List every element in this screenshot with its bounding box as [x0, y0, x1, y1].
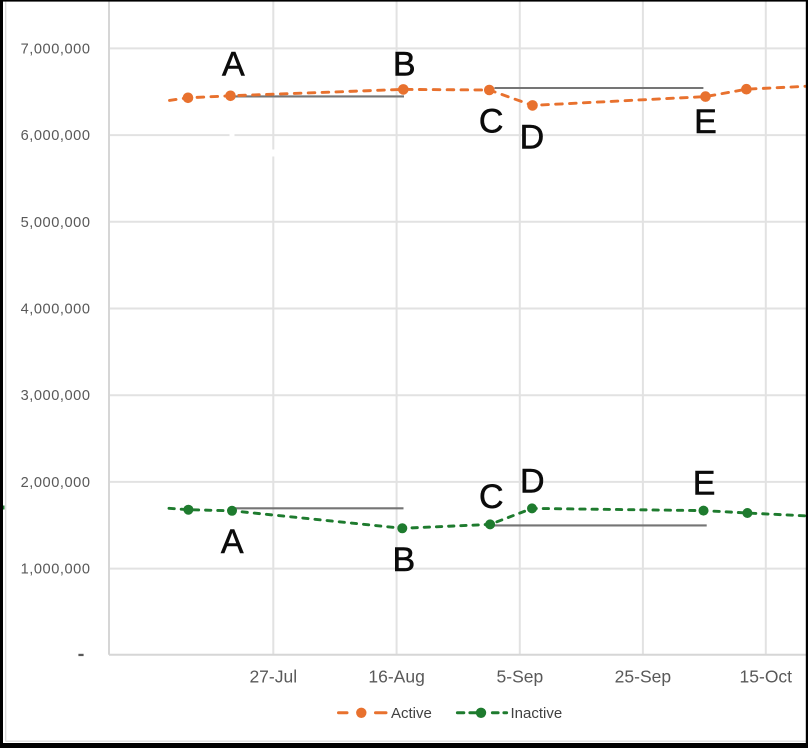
svg-text:16-Aug: 16-Aug: [368, 667, 424, 687]
svg-text:4,000,000: 4,000,000: [21, 302, 91, 318]
svg-text:15-Oct: 15-Oct: [740, 667, 793, 687]
svg-text:2,000,000: 2,000,000: [21, 475, 91, 491]
svg-text:25-Sep: 25-Sep: [615, 667, 671, 687]
svg-text:D: D: [520, 118, 545, 156]
svg-text:D: D: [520, 462, 545, 500]
svg-text:5-Sep: 5-Sep: [497, 667, 544, 687]
svg-text:B: B: [393, 541, 416, 579]
svg-text:E: E: [694, 103, 717, 141]
svg-text:C: C: [479, 478, 504, 516]
svg-text:B: B: [393, 45, 416, 83]
svg-text:Inactive: Inactive: [511, 705, 563, 722]
svg-text:Active: Active: [391, 705, 432, 722]
svg-text:27-Jul: 27-Jul: [249, 667, 297, 687]
svg-text:6,000,000: 6,000,000: [21, 128, 91, 144]
svg-text:7,000,000: 7,000,000: [21, 41, 91, 57]
svg-text:C: C: [479, 102, 504, 140]
svg-text:A: A: [222, 45, 245, 83]
svg-text:1,000,000: 1,000,000: [21, 562, 91, 578]
svg-text:3,000,000: 3,000,000: [21, 388, 91, 404]
svg-text:5,000,000: 5,000,000: [21, 215, 91, 231]
svg-text:A: A: [221, 523, 244, 561]
svg-text:E: E: [693, 465, 716, 503]
